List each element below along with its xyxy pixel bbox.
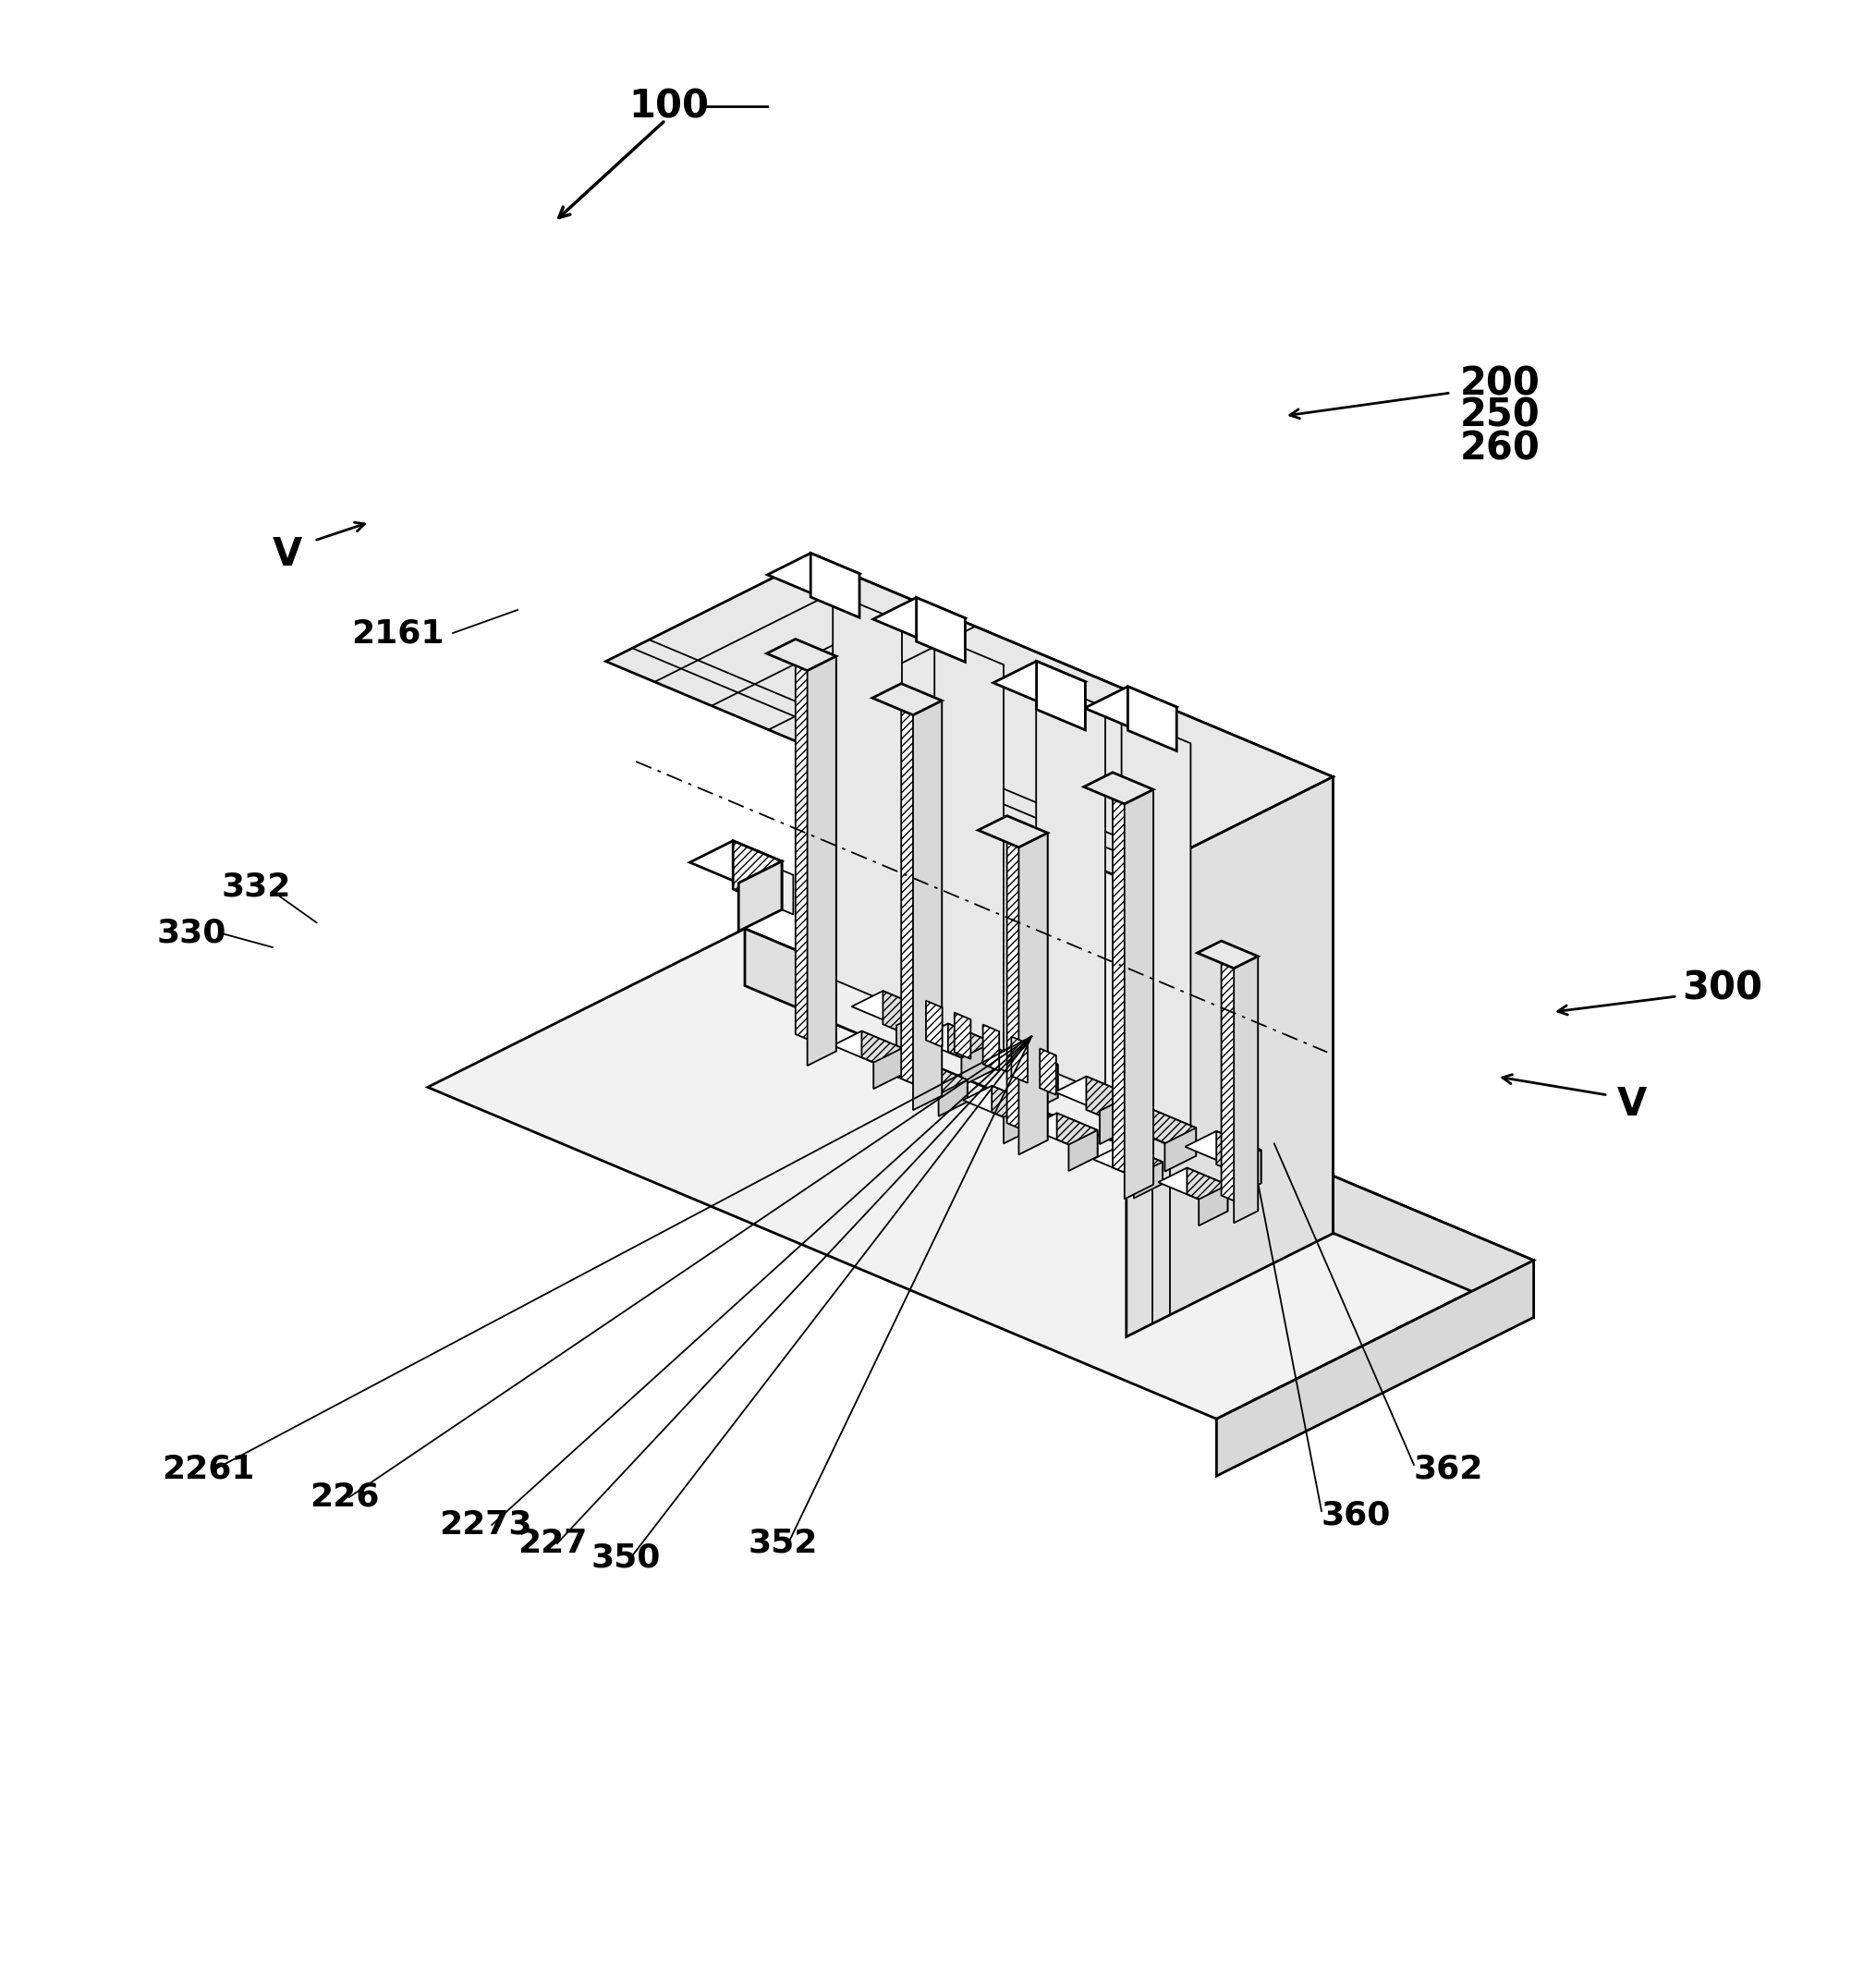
Polygon shape (1152, 1109, 1197, 1156)
Text: 332: 332 (221, 872, 291, 902)
Polygon shape (767, 640, 837, 670)
Polygon shape (962, 1085, 1032, 1117)
Polygon shape (1039, 1049, 1056, 1095)
Polygon shape (1234, 956, 1259, 1222)
Polygon shape (1086, 1077, 1131, 1129)
Polygon shape (962, 1043, 992, 1087)
Text: 100: 100 (628, 87, 709, 125)
Text: 352: 352 (749, 1528, 818, 1560)
Text: 200: 200 (1460, 364, 1540, 403)
Polygon shape (833, 1031, 902, 1063)
Polygon shape (1127, 686, 1176, 751)
Text: 2161: 2161 (351, 618, 445, 650)
Polygon shape (1124, 789, 1154, 1198)
Text: V: V (272, 535, 302, 574)
Polygon shape (874, 1047, 902, 1089)
Polygon shape (927, 1063, 968, 1103)
Polygon shape (1094, 1145, 1163, 1176)
Polygon shape (934, 636, 1004, 1051)
Polygon shape (807, 656, 837, 1065)
Text: 362: 362 (1415, 1454, 1484, 1484)
Polygon shape (1099, 1095, 1131, 1145)
Polygon shape (1133, 1162, 1163, 1198)
Text: 350: 350 (591, 1542, 660, 1574)
Polygon shape (981, 1045, 1058, 1081)
Polygon shape (914, 701, 942, 1111)
Polygon shape (1019, 833, 1047, 1154)
Polygon shape (852, 992, 927, 1025)
Polygon shape (1028, 1113, 1097, 1145)
Polygon shape (767, 552, 859, 596)
Polygon shape (795, 640, 837, 1051)
Polygon shape (1216, 1260, 1535, 1476)
Polygon shape (915, 598, 964, 662)
Polygon shape (900, 684, 942, 1095)
Text: V: V (1617, 1085, 1647, 1125)
Polygon shape (938, 1079, 968, 1117)
Polygon shape (739, 860, 782, 932)
Polygon shape (734, 841, 782, 910)
Text: 226: 226 (310, 1482, 379, 1512)
Polygon shape (917, 1023, 992, 1057)
Text: 260: 260 (1460, 429, 1540, 467)
Polygon shape (897, 1009, 927, 1059)
Polygon shape (1004, 1103, 1032, 1145)
Text: 250: 250 (1460, 397, 1540, 435)
Polygon shape (1216, 1131, 1261, 1184)
Polygon shape (1221, 942, 1259, 1210)
Polygon shape (1122, 713, 1191, 1131)
Polygon shape (947, 1023, 992, 1071)
Polygon shape (1084, 773, 1154, 805)
Polygon shape (1084, 686, 1176, 729)
Polygon shape (872, 684, 942, 715)
Polygon shape (1157, 1168, 1227, 1200)
Polygon shape (899, 1063, 968, 1095)
Polygon shape (1122, 1145, 1163, 1184)
Polygon shape (1037, 662, 1086, 729)
Text: 2261: 2261 (161, 1454, 255, 1484)
Polygon shape (833, 592, 902, 1007)
Polygon shape (1199, 1184, 1227, 1226)
Polygon shape (1011, 1037, 1028, 1083)
Polygon shape (1007, 817, 1047, 1141)
Polygon shape (927, 1001, 942, 1047)
Polygon shape (872, 598, 964, 640)
Polygon shape (955, 1013, 970, 1059)
Polygon shape (1036, 678, 1105, 1093)
Text: 2273: 2273 (439, 1510, 531, 1540)
Polygon shape (1120, 1109, 1197, 1143)
Polygon shape (977, 817, 1047, 846)
Text: 227: 227 (518, 1528, 587, 1560)
Polygon shape (428, 928, 1535, 1419)
Text: 360: 360 (1321, 1500, 1392, 1532)
Polygon shape (606, 558, 1334, 880)
Polygon shape (884, 992, 927, 1043)
Polygon shape (1231, 1150, 1261, 1198)
Polygon shape (1112, 773, 1154, 1184)
Polygon shape (1054, 1077, 1131, 1111)
Polygon shape (1165, 1129, 1197, 1172)
Polygon shape (810, 552, 859, 618)
Polygon shape (1188, 1168, 1227, 1212)
Polygon shape (992, 662, 1086, 703)
Text: 330: 330 (158, 918, 227, 950)
Polygon shape (1197, 942, 1259, 968)
Polygon shape (777, 868, 794, 914)
Polygon shape (812, 558, 1334, 1234)
Polygon shape (745, 928, 1535, 1317)
Polygon shape (861, 1031, 902, 1075)
Polygon shape (1013, 1045, 1058, 1097)
Polygon shape (1056, 1113, 1097, 1156)
Polygon shape (992, 1085, 1032, 1129)
Polygon shape (1126, 777, 1334, 1337)
Text: 300: 300 (1683, 970, 1762, 1007)
Polygon shape (690, 841, 782, 882)
Polygon shape (1026, 1065, 1058, 1113)
Polygon shape (983, 1025, 1000, 1071)
Polygon shape (1069, 1131, 1097, 1170)
Polygon shape (1186, 1131, 1261, 1166)
